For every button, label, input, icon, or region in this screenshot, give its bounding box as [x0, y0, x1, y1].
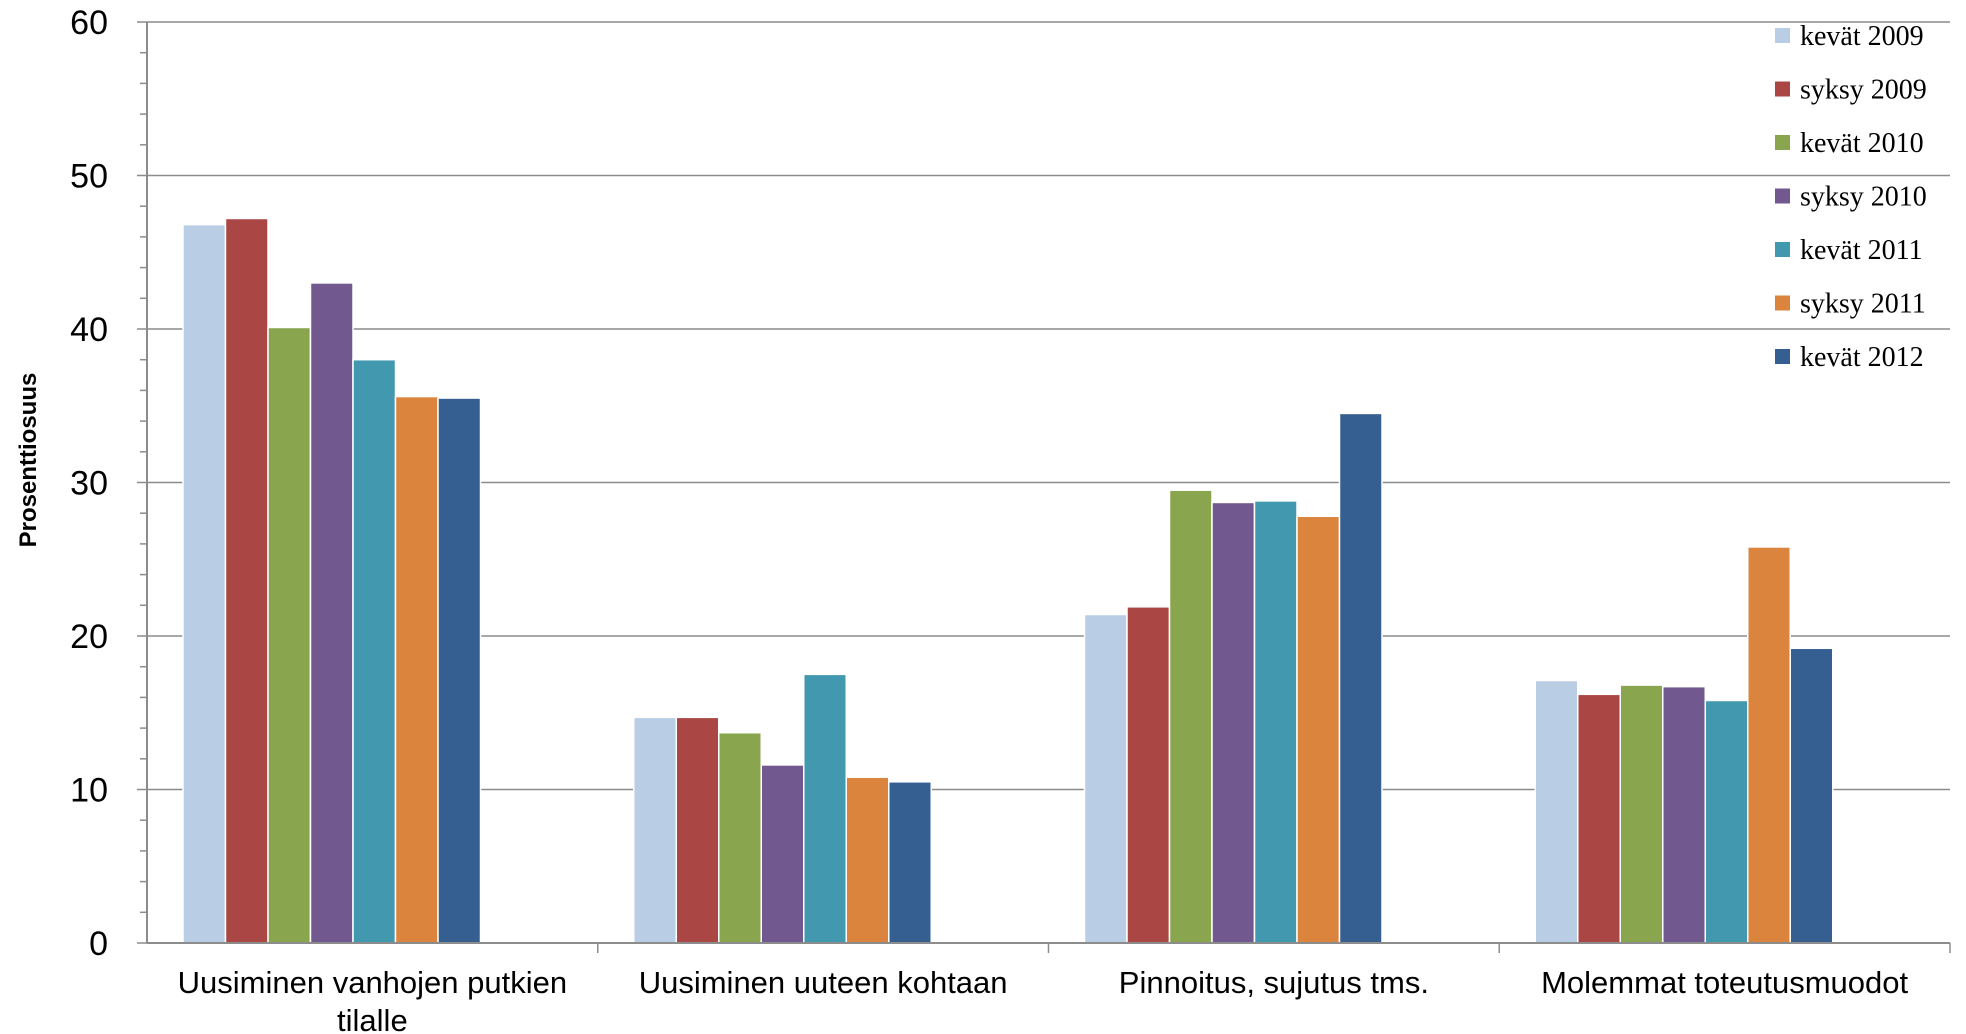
category-label: Pinnoitus, sujutus tms.	[1119, 965, 1429, 1000]
bar-kevät-2010-cat-3	[1619, 684, 1664, 944]
legend-label: kevät 2010	[1800, 128, 1924, 159]
category-label: Uusiminen uuteen kohtaan	[639, 965, 1008, 1000]
legend-label: kevät 2009	[1800, 21, 1924, 52]
bar-syksy-2009-cat-2	[1126, 606, 1171, 944]
bar-kevät-2009-cat-0	[182, 223, 227, 944]
bar-kevät-2010-cat-2	[1168, 489, 1213, 944]
legend-label: syksy 2010	[1800, 182, 1927, 213]
bar-kevät-2012-cat-0	[437, 397, 482, 944]
bar-syksy-2011-cat-1	[845, 776, 890, 944]
bars	[182, 217, 1834, 944]
bar-syksy-2011-cat-0	[394, 395, 439, 944]
bar-syksy-2010-cat-3	[1662, 685, 1706, 944]
bar-kevät-2009-cat-1	[633, 716, 677, 944]
bar-kevät-2009-cat-2	[1083, 613, 1128, 944]
bar-syksy-2010-cat-2	[1211, 501, 1256, 944]
legend-label: kevät 2012	[1800, 342, 1924, 373]
category-label: Uusiminen vanhojen putkien	[178, 965, 567, 1000]
bar-syksy-2010-cat-0	[309, 282, 354, 944]
category-label: tilalle	[337, 1003, 408, 1034]
axes	[137, 21, 1951, 953]
bar-syksy-2010-cat-1	[760, 764, 805, 944]
legend: kevät 2009 syksy 2009 kevät 2010 syksy 2010…	[1775, 21, 1927, 373]
y-tick-label: 60	[70, 4, 108, 42]
legend-swatch	[1775, 81, 1790, 97]
legend-swatch	[1775, 242, 1790, 257]
legend-label: syksy 2011	[1800, 289, 1926, 320]
y-tick-labels: 0 10 20 30 40 50 60	[70, 4, 108, 963]
bar-syksy-2009-cat-3	[1577, 693, 1621, 944]
bar-kevät-2012-cat-3	[1789, 647, 1834, 944]
bar-kevät-2011-cat-1	[803, 673, 847, 944]
bar-kevät-2012-cat-1	[888, 781, 932, 944]
legend-label: syksy 2009	[1800, 75, 1927, 106]
bar-kevät-2009-cat-3	[1534, 679, 1579, 944]
legend-swatch	[1775, 349, 1790, 364]
y-tick-label: 0	[89, 925, 108, 963]
y-tick-label: 20	[70, 618, 108, 656]
bar-kevät-2012-cat-2	[1338, 412, 1383, 944]
legend-label: kevät 2011	[1800, 235, 1923, 266]
bar-kevät-2010-cat-0	[267, 326, 312, 944]
category-label: Molemmat toteutusmuodot	[1541, 965, 1908, 1000]
bar-kevät-2011-cat-2	[1253, 500, 1298, 944]
bar-kevät-2010-cat-1	[718, 731, 762, 944]
bar-kevät-2011-cat-0	[352, 358, 397, 944]
y-tick-label: 50	[70, 158, 108, 196]
y-tick-label: 10	[70, 772, 108, 810]
bar-syksy-2011-cat-3	[1747, 546, 1791, 944]
y-tick-label: 30	[70, 465, 108, 503]
legend-swatch	[1775, 188, 1790, 204]
bar-syksy-2011-cat-2	[1296, 515, 1341, 944]
bar-kevät-2011-cat-3	[1704, 699, 1749, 944]
legend-swatch	[1775, 295, 1790, 311]
legend-swatch	[1775, 135, 1790, 150]
bar-syksy-2009-cat-0	[224, 217, 269, 944]
y-tick-label: 40	[70, 311, 108, 349]
bar-syksy-2009-cat-1	[675, 716, 720, 944]
y-axis-label: Prosenttiosuus	[15, 373, 42, 548]
legend-swatch	[1775, 28, 1790, 43]
